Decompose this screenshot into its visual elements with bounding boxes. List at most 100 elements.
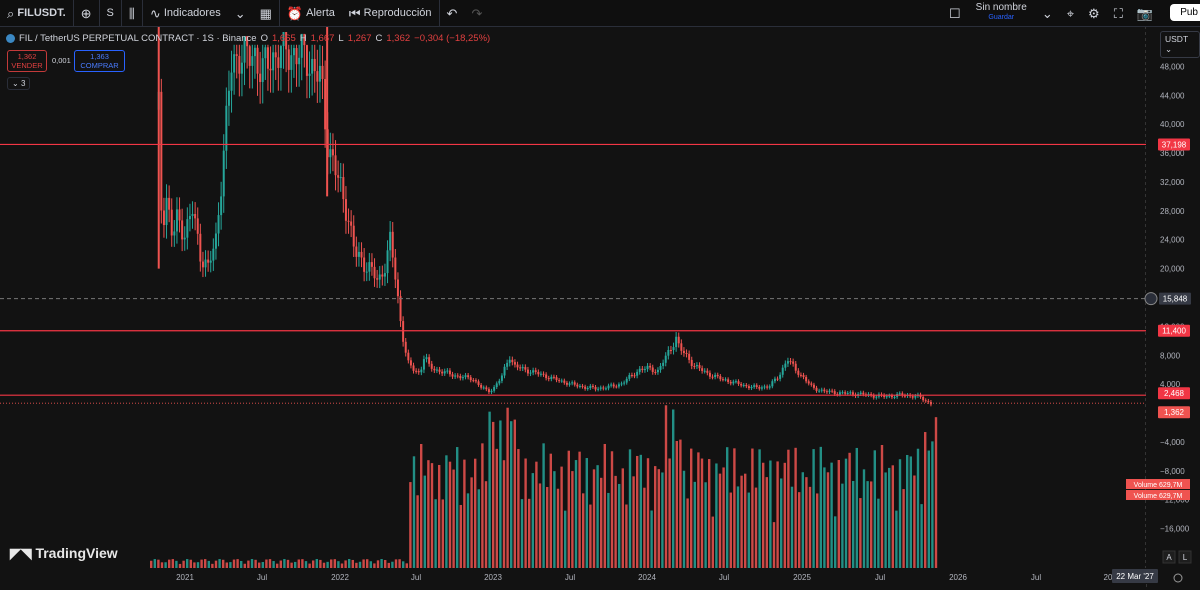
crosshair-price-label: 15,848 (1163, 295, 1188, 304)
volume-bar (398, 559, 401, 568)
candle-body (183, 237, 186, 240)
time-tick-label: 2025 (793, 573, 811, 582)
layout-name-button[interactable]: Sin nombre Guardar (968, 3, 1035, 23)
replay-button[interactable]: ⏮ Reproducción (342, 0, 440, 26)
search-icon: ⌕ (7, 5, 15, 21)
chevron-down-icon: ⌄ (1041, 5, 1053, 21)
price-tick-label: 32,000 (1160, 178, 1185, 187)
candle-body (227, 90, 230, 106)
publish-button[interactable]: Pub (1170, 4, 1200, 21)
volume-bar (729, 492, 732, 568)
candle-body (727, 379, 730, 382)
volume-bar (196, 562, 200, 568)
candle-body (633, 375, 636, 377)
volume-bar (693, 481, 696, 568)
price-axis-ticks: 48,000 44,000 40,000 36,000 32,000 28,000 24,0… (1160, 62, 1190, 533)
quick-search-button[interactable]: ⌖ (1060, 0, 1081, 26)
layout-name: Sin nombre (975, 2, 1027, 13)
tradingview-logo[interactable]: ◤◥ TradingView (10, 545, 118, 562)
scale-buttons[interactable]: A L (1162, 550, 1192, 583)
fullscreen-button[interactable]: ⛶ (1107, 0, 1130, 26)
candle-body (461, 377, 464, 379)
candle-body (922, 396, 925, 401)
time-tick-label: Jul (719, 573, 729, 582)
undo-button[interactable]: ↶ (440, 0, 465, 26)
candle-body (277, 57, 280, 68)
volume-bar (477, 489, 480, 568)
settings-button[interactable]: ⚙ (1081, 0, 1107, 26)
chart-type-button[interactable]: ⫼ (122, 0, 143, 26)
candle-body (883, 395, 886, 397)
volume-bar (189, 559, 192, 568)
volume-bar (412, 456, 416, 568)
candle-body (542, 373, 545, 375)
settings-gear-icon[interactable] (1173, 573, 1183, 583)
volume-bar (574, 460, 578, 568)
candle-body (807, 381, 810, 384)
currency-selector[interactable]: USDT ⌄ (1160, 31, 1200, 58)
interval-button[interactable]: S (100, 0, 122, 26)
volume-bar (826, 472, 830, 568)
volume-bar (391, 561, 394, 568)
indicators-button[interactable]: ∿ Indicadores (143, 0, 228, 26)
add-alert-plus-icon[interactable] (1144, 292, 1158, 306)
price-labels: 37,198 11,400 2,468 1,362 15,848 22 Mar '27 Vo… (1112, 138, 1191, 583)
candle-body (643, 369, 646, 371)
volume-bar (722, 467, 725, 568)
volume-bar (751, 448, 754, 568)
volume-bar (837, 460, 840, 568)
candle-body (316, 71, 319, 82)
candle-body (786, 361, 789, 364)
volume-bars (150, 405, 938, 568)
candle-body (669, 350, 672, 352)
volume-bar (240, 560, 243, 568)
candle-body (188, 216, 191, 220)
volume-bar (351, 559, 354, 568)
layout-dropdown[interactable]: ⌄ (1035, 0, 1060, 26)
volume-bar (715, 463, 718, 568)
layout-checkbox[interactable]: ☐ (942, 0, 968, 26)
indicators-dropdown[interactable]: ⌄ (228, 0, 253, 26)
volume-bar (222, 559, 225, 568)
legend-title[interactable]: FIL / TetherUS PERPETUAL CONTRACT · 1S ·… (19, 33, 257, 44)
candle-body (308, 73, 311, 76)
candle-body (233, 54, 236, 73)
horizontal-lines[interactable] (0, 143, 1146, 404)
candle-body (716, 374, 719, 377)
candle-body (485, 387, 488, 390)
candle-body (620, 383, 623, 385)
alert-button[interactable]: ⏰ Alerta (280, 0, 342, 26)
candle-body (623, 382, 626, 384)
sell-button[interactable]: 1,362 VENDER (7, 50, 47, 72)
volume-bar (355, 562, 358, 568)
candles (157, 26, 932, 407)
time-tick-label: 2026 (949, 573, 967, 582)
candle-body (201, 261, 204, 268)
snapshot-button[interactable]: 📷 (1130, 0, 1160, 26)
symbol-search[interactable]: ⌕ FILUSDT. (0, 0, 74, 26)
volume-bar (164, 562, 167, 568)
candle-body (508, 359, 511, 363)
price-tick-label: 40,000 (1160, 120, 1185, 129)
volume-bar (758, 449, 761, 568)
auto-scale-button[interactable] (1162, 550, 1176, 564)
redo-button[interactable]: ↷ (464, 0, 489, 26)
candle-body (480, 384, 483, 388)
candle-body (594, 386, 597, 390)
volume-bar (682, 470, 686, 568)
volume-bar (628, 449, 632, 568)
compare-button[interactable]: ⊕ (74, 0, 100, 26)
candle-body (337, 175, 340, 178)
volume-bar (686, 498, 689, 568)
volume-bar (589, 504, 592, 568)
indicators-collapse-toggle[interactable]: ⌄ 3 (7, 77, 31, 90)
buy-button[interactable]: 1,363 COMPRAR (74, 50, 125, 72)
time-axis[interactable] (0, 568, 1146, 590)
templates-button[interactable]: ▦ (253, 0, 280, 26)
log-scale-button[interactable] (1178, 550, 1192, 564)
volume-bar (700, 458, 704, 568)
candle-body (399, 296, 402, 322)
candle-body (209, 260, 212, 263)
candle-body (766, 386, 769, 388)
